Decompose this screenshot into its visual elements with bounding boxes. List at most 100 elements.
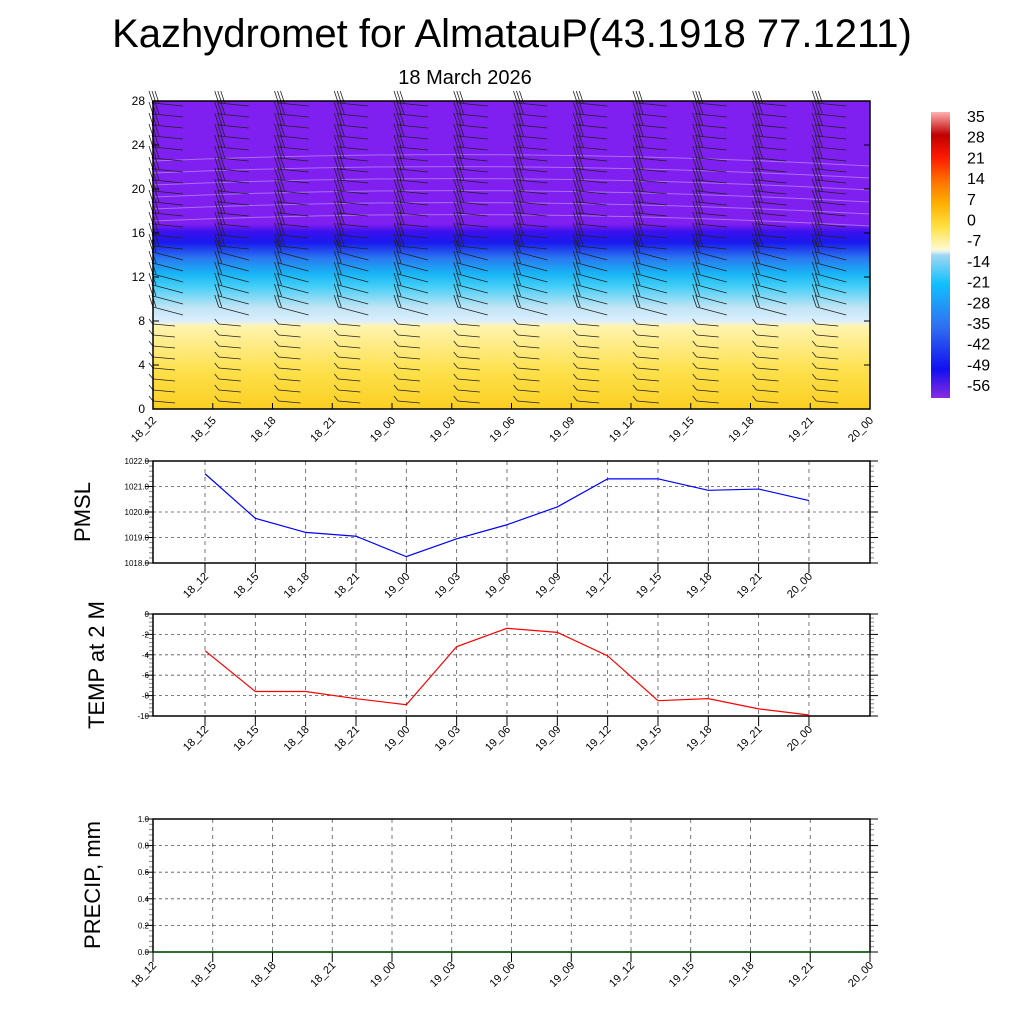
wind-barb-feather [575,222,581,236]
wind-barb-feather [814,261,820,275]
wind-barb-feather [513,340,518,347]
wind-barb-staff [457,234,488,239]
wind-barb-staff [756,146,787,151]
wind-barb-feather [516,145,521,159]
wind-barb-feather [752,112,757,126]
wind-barb-feather [811,362,817,369]
wind-barb-staff [696,284,727,294]
wind-barb-feather [516,156,521,170]
wind-barb-feather [214,200,220,214]
wind-barb-feather [752,167,757,181]
wind-barb-feather [453,261,459,275]
chart-subtitle: 18 March 2026 [398,67,532,89]
wind-barb-staff [756,367,779,371]
wind-barb-feather [456,123,462,137]
wind-barb-staff [152,113,184,118]
wind-barb-staff [278,168,309,173]
wind-barb-staff [816,124,847,129]
wind-barb-feather [698,222,704,236]
x-tick-label: 18_21 [332,571,362,601]
wind-barb-staff [218,201,249,206]
wind-barb-feather [456,134,462,148]
wind-barb-feather [214,167,220,181]
wind-barb-feather [280,134,285,148]
wind-barb-feather [692,373,698,380]
wind-barb-feather [638,145,644,159]
wind-barb-feather [758,211,763,225]
colorbar-label: -49 [967,357,990,374]
wind-barb-feather [578,134,584,148]
wind-barb-staff [816,345,839,349]
wind-barb-feather [519,200,524,214]
wind-barb-feather [698,167,704,181]
wind-barb-feather [817,178,823,192]
x-tick-label: 18_12 [181,571,211,601]
wind-barb-feather [277,145,282,159]
wind-barb-staff [218,179,249,184]
wind-barb-staff [397,201,429,206]
colorbar-label: 35 [967,109,985,126]
wind-barb-feather [339,145,345,159]
wind-barb-feather [758,156,763,170]
wind-barb-feather [393,351,399,358]
wind-barb-staff [636,400,660,404]
wind-barb-feather [280,167,285,181]
wind-barb-staff [517,168,548,173]
wind-barb-feather [217,134,223,148]
x-tick-label: 19_03 [433,571,463,601]
wind-barb-staff [278,251,309,261]
wind-barb-staff [457,168,488,173]
wind-barb-feather [459,167,465,181]
wind-barb-feather [638,123,644,137]
wind-barb-feather [154,123,160,137]
wind-barb-feather [280,145,285,159]
wind-barb-feather [692,318,698,325]
wind-barb-staff [338,234,369,239]
x-tick-label: 19_03 [428,960,458,990]
wind-barb-staff [816,295,847,305]
wind-barb-feather [692,134,698,148]
wind-barb-feather [336,145,342,159]
wind-barb-feather [336,283,342,297]
wind-barb-staff [517,367,540,371]
wind-barb-feather [632,189,638,203]
wind-barb-staff [577,223,608,228]
wind-barb-staff [218,245,249,250]
wind-barb-staff [756,168,787,173]
wind-barb-staff [152,295,184,305]
wind-barb-feather [572,239,578,253]
contour-line [152,154,871,167]
wind-barb-feather [513,112,518,126]
wind-barb-feather [220,189,226,203]
wind-barb-staff [457,102,488,107]
wind-barb-feather [575,156,581,170]
wind-barb-staff [517,273,548,283]
wind-barb-feather [453,283,459,297]
wind-barb-feather [752,189,757,203]
wind-barb-feather [516,211,521,225]
wind-barb-staff [397,124,429,129]
colorbar-label: 28 [967,130,985,147]
wind-barb-feather [399,189,405,203]
wind-barb-staff [696,273,727,283]
wind-barb-feather [220,233,226,247]
wind-barb-feather [575,178,581,192]
wind-barb-staff [756,212,787,217]
wind-barb-feather [513,189,518,203]
wind-barb-staff [457,190,488,195]
wind-barb-feather [456,156,462,170]
wind-barb-feather [399,211,405,225]
x-tick-label: 18_12 [129,960,159,990]
wind-barb-staff [696,168,727,173]
wind-barb-staff [397,284,429,294]
wind-barb-feather [752,239,757,253]
wind-barb-staff [577,168,608,173]
wind-barb-staff [696,345,719,349]
wind-barb-staff [457,334,480,338]
wind-barb-staff [816,284,847,294]
wind-barb-staff [756,190,787,195]
wind-barb-feather [695,156,701,170]
x-tick-label: 19_18 [727,415,757,445]
wind-barb-feather [516,134,521,148]
wind-barb-staff [338,157,369,162]
